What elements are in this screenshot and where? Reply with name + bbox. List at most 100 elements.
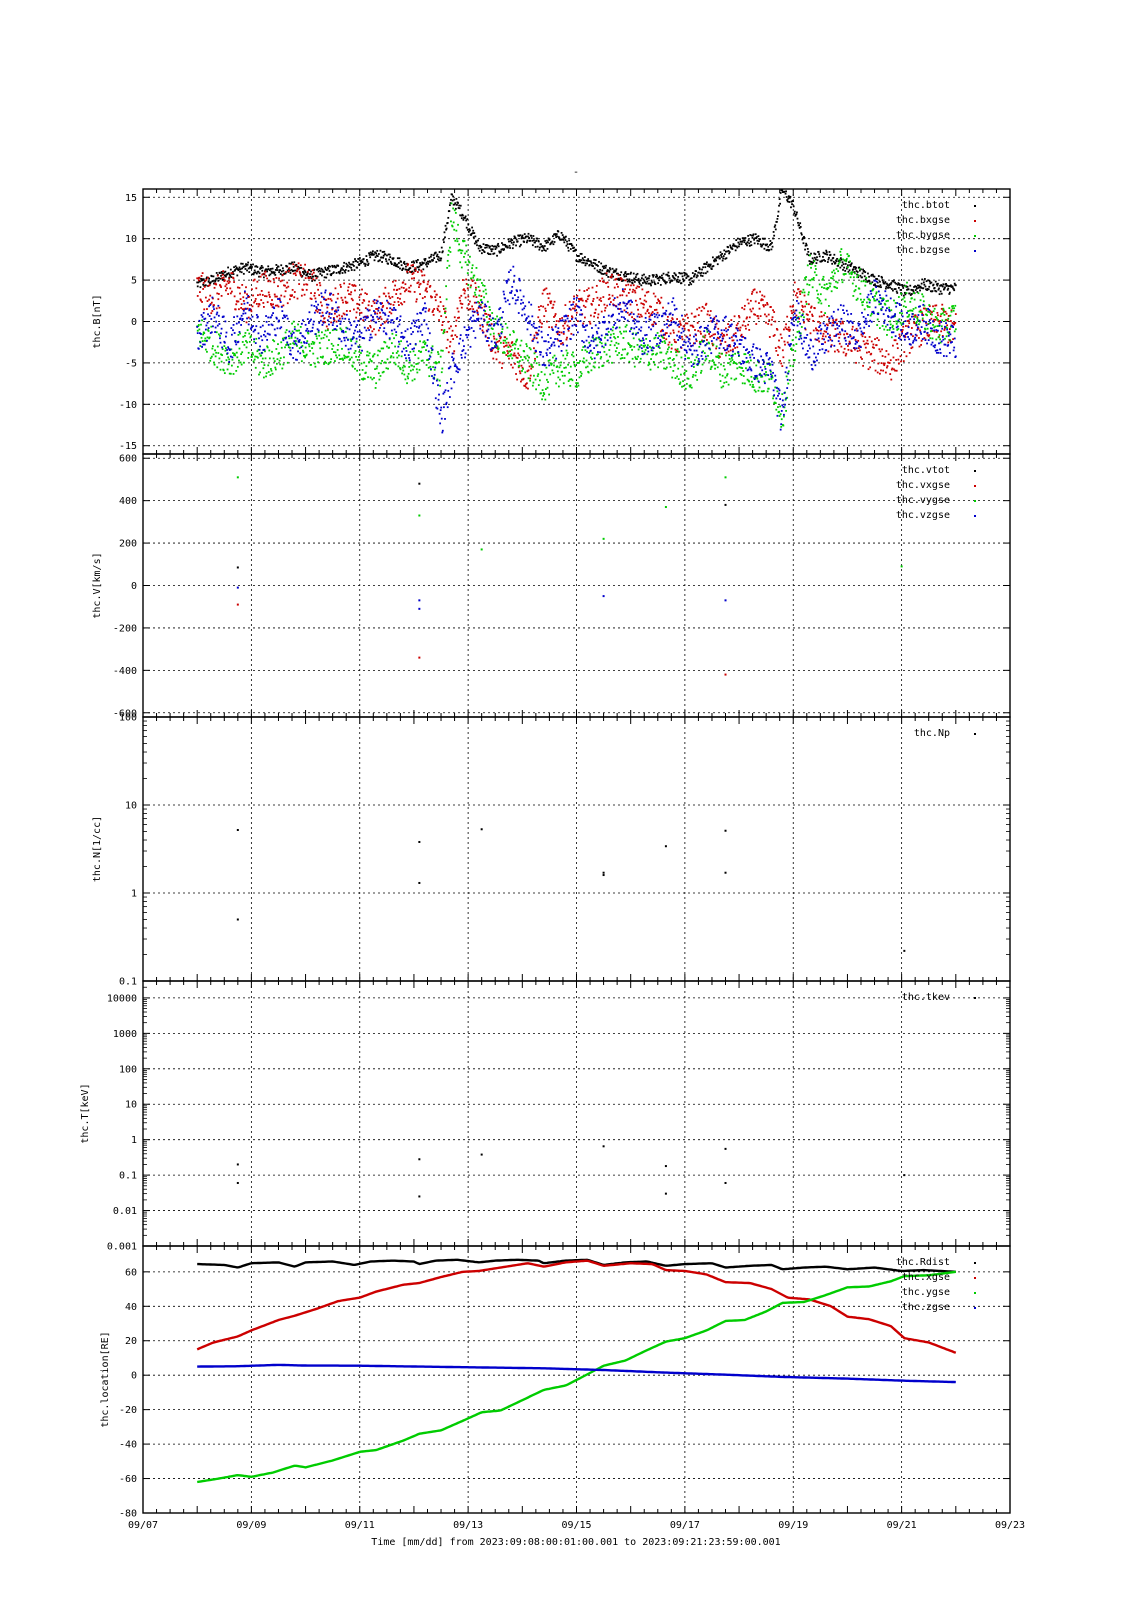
data-point xyxy=(365,329,368,332)
data-point xyxy=(451,224,453,227)
data-point xyxy=(448,246,451,249)
data-point xyxy=(600,310,603,313)
data-point xyxy=(934,318,937,321)
data-point xyxy=(330,272,333,275)
data-point xyxy=(325,269,328,272)
data-point xyxy=(512,354,515,357)
data-point xyxy=(342,329,344,332)
data-point xyxy=(307,343,310,346)
data-point xyxy=(377,253,380,255)
data-point xyxy=(897,362,900,365)
data-point xyxy=(786,341,789,344)
data-point xyxy=(601,280,604,283)
data-point xyxy=(852,266,855,269)
data-point xyxy=(711,265,714,268)
data-point xyxy=(520,380,522,383)
data-point xyxy=(720,363,722,366)
data-point xyxy=(294,358,297,361)
data-point xyxy=(671,359,674,361)
data-point xyxy=(915,320,918,323)
data-point xyxy=(829,253,832,256)
data-point xyxy=(406,328,409,331)
data-point xyxy=(834,286,837,289)
data-point xyxy=(636,279,638,281)
data-point xyxy=(639,297,642,300)
data-point xyxy=(910,293,913,295)
data-point xyxy=(696,321,699,324)
data-point xyxy=(878,285,881,288)
data-point xyxy=(858,269,861,272)
data-point xyxy=(954,321,957,324)
data-point xyxy=(278,359,281,362)
data-point xyxy=(919,320,921,323)
data-point xyxy=(700,371,702,374)
data-point xyxy=(871,273,874,276)
data-point xyxy=(260,361,263,363)
data-point xyxy=(698,342,701,344)
data-point xyxy=(920,344,923,346)
data-point xyxy=(948,307,951,310)
data-point xyxy=(401,350,404,353)
data-point xyxy=(508,244,511,247)
data-point xyxy=(525,382,528,385)
data-point xyxy=(484,246,487,249)
data-point xyxy=(838,336,841,339)
data-point xyxy=(255,355,258,358)
data-point xyxy=(719,251,722,254)
data-point xyxy=(785,323,787,326)
data-point xyxy=(298,267,301,269)
data-point xyxy=(516,361,519,363)
data-point xyxy=(929,337,932,340)
data-point xyxy=(315,300,317,303)
data-point xyxy=(525,343,528,345)
data-point xyxy=(632,288,635,291)
data-point xyxy=(229,292,232,295)
data-point xyxy=(381,371,384,374)
data-point xyxy=(325,276,328,279)
data-point xyxy=(221,279,224,281)
data-point xyxy=(589,260,592,263)
data-point xyxy=(659,283,662,286)
data-point xyxy=(864,280,867,283)
data-point xyxy=(923,304,926,307)
data-point xyxy=(599,280,601,282)
data-point xyxy=(249,317,252,320)
data-point xyxy=(444,310,447,313)
data-point xyxy=(210,331,213,334)
data-point xyxy=(691,376,694,378)
data-point xyxy=(633,289,636,292)
data-point xyxy=(645,291,648,294)
data-point xyxy=(379,350,381,353)
data-point xyxy=(337,306,340,309)
data-point xyxy=(922,281,925,284)
data-point xyxy=(771,318,773,321)
data-point xyxy=(326,319,329,322)
data-point xyxy=(274,368,277,371)
data-point xyxy=(412,350,415,353)
data-point xyxy=(485,313,488,315)
data-point xyxy=(416,271,419,273)
data-point xyxy=(720,256,723,258)
data-point xyxy=(264,350,266,353)
data-point xyxy=(207,313,209,316)
data-point xyxy=(323,276,326,279)
data-point xyxy=(525,386,528,389)
data-point xyxy=(947,332,950,335)
data-point xyxy=(848,269,851,272)
data-point xyxy=(792,365,795,368)
data-point xyxy=(740,366,742,369)
data-point xyxy=(197,347,200,350)
data-point xyxy=(318,267,321,270)
data-point xyxy=(217,279,220,282)
data-point xyxy=(584,264,587,267)
data-point xyxy=(606,270,609,273)
data-point xyxy=(771,245,774,248)
data-point xyxy=(504,300,507,303)
data-point xyxy=(557,230,560,233)
data-point xyxy=(265,375,267,378)
data-point xyxy=(244,291,246,294)
data-point xyxy=(877,275,880,277)
data-point xyxy=(389,260,392,263)
data-point xyxy=(641,274,644,277)
data-point xyxy=(794,350,797,352)
